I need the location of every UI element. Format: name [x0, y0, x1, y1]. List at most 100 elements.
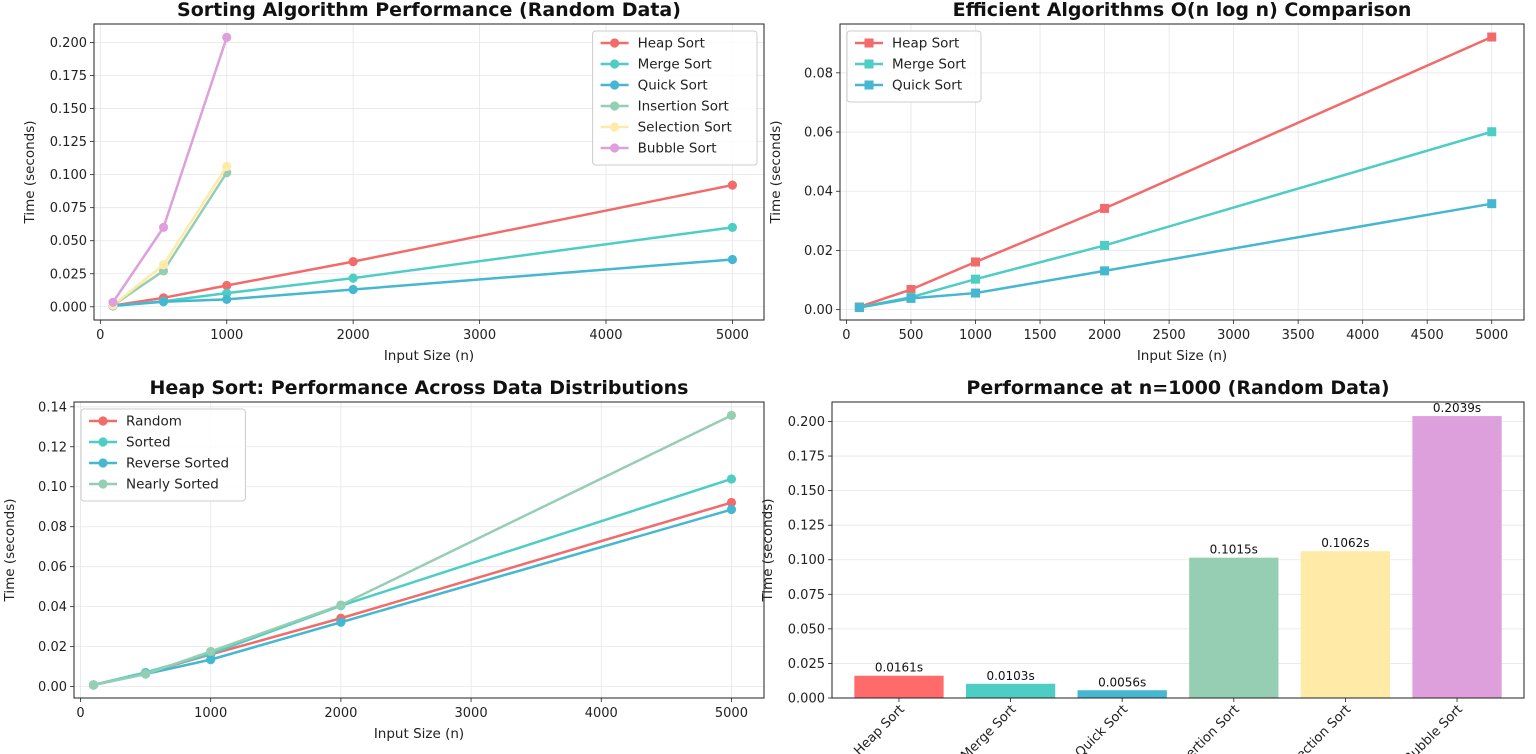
y-tick-label: 0.00 [38, 680, 67, 695]
series-group [854, 32, 1497, 313]
legend-marker [864, 59, 874, 69]
legend-marker [610, 122, 620, 132]
x-tick-label: 1000 [959, 328, 992, 343]
data-point [727, 222, 737, 232]
x-tick-label: 3500 [1282, 328, 1315, 343]
legend-label: Bubble Sort [638, 141, 717, 157]
bars: 0.0161s Heap Sort 0.0103s Merge Sort 0.0056s… [851, 401, 1502, 754]
data-point [336, 600, 346, 610]
chart-title: Performance at n=1000 (Random Data) [966, 377, 1389, 399]
x-tick-label: 1000 [194, 706, 227, 721]
data-point [906, 293, 916, 303]
chart-title: Sorting Algorithm Performance (Random Da… [177, 0, 681, 21]
series-line [92, 501, 733, 687]
x-ticks: 0 500 1000 1500 2000 2500 3000 3500 4000 4500 5000 [842, 320, 1508, 343]
axes-frame [831, 401, 1525, 699]
series-group [108, 32, 737, 311]
chart-title: Heap Sort: Performance Across Data Distr… [150, 377, 689, 399]
y-tick-label: 0.02 [804, 244, 833, 259]
bar [1300, 551, 1391, 698]
data-point [854, 303, 864, 313]
legend-label: Merge Sort [638, 57, 712, 73]
y-tick-label: 0.175 [50, 69, 87, 84]
x-tick-label: 4000 [589, 328, 622, 343]
x-tick-label: 4000 [1346, 328, 1379, 343]
bar [1189, 557, 1279, 698]
chart-2: 0.00 0.02 0.04 0.06 0.08 0 500 1000 1500 2000 2500… [768, 0, 1525, 364]
data-point [222, 280, 232, 291]
x-ticks: 0 1000 2000 3000 4000 5000 [76, 698, 748, 721]
x-category-label: Selection Sort [1280, 702, 1355, 754]
data-point [727, 254, 737, 265]
y-tick-label: 0.10 [38, 480, 67, 495]
data-point [726, 504, 737, 515]
x-tick-label: 3000 [455, 706, 488, 721]
data-point [336, 617, 346, 627]
x-tick-label: 2000 [1088, 328, 1121, 343]
data-point [348, 256, 358, 267]
series-line [858, 202, 1493, 309]
data-point [206, 646, 216, 657]
x-tick-label: 4000 [585, 706, 618, 721]
y-tick-label: 0.025 [788, 657, 825, 672]
y-tick-label: 0.08 [804, 66, 833, 81]
y-axis-label: Time (seconds) [22, 120, 38, 224]
legend-marker [98, 416, 108, 426]
data-point [726, 474, 737, 484]
y-tick-label: 0.000 [788, 692, 825, 707]
data-point [1487, 32, 1497, 42]
y-tick-label: 0.150 [50, 102, 87, 117]
bar-value-label: 0.2039s [1433, 401, 1481, 415]
data-point [726, 497, 737, 508]
legend-marker [98, 437, 108, 447]
bar-value-label: 0.0161s [875, 661, 923, 675]
y-tick-label: 0.150 [788, 484, 825, 499]
y-tick-label: 0.175 [788, 450, 825, 465]
bar-value-label: 0.0103s [986, 669, 1034, 683]
x-tick-label: 2000 [337, 328, 370, 343]
y-tick-label: 0.08 [38, 520, 67, 535]
x-axis-label: Input Size (n) [374, 726, 464, 742]
y-tick-label: 0.075 [788, 588, 825, 603]
series-line [92, 477, 733, 687]
y-ticks: 0.00 0.02 0.04 0.06 0.08 [804, 66, 840, 318]
legend-marker [98, 479, 108, 489]
data-point [1487, 199, 1497, 209]
data-point [158, 260, 169, 270]
bar [965, 683, 1056, 698]
x-tick-label: 5000 [715, 706, 748, 721]
legend-label: Quick Sort [892, 78, 962, 94]
data-point [1100, 240, 1110, 250]
axes-frame [839, 23, 1525, 321]
data-point [222, 32, 232, 42]
x-tick-label: 0 [76, 706, 84, 721]
x-axis-label: Input Size (n) [384, 348, 474, 364]
chart-1: 0.000 0.025 0.050 0.075 0.100 0.125 0.150 0.175… [22, 0, 765, 364]
y-tick-label: 0.025 [50, 267, 87, 282]
y-axis-label: Time (seconds) [768, 120, 784, 224]
x-category-label: Merge Sort [958, 702, 1019, 754]
bar-value-label: 0.1015s [1210, 543, 1258, 557]
x-tick-label: 2000 [324, 706, 357, 721]
grid [832, 421, 1524, 699]
legend-marker [864, 38, 874, 48]
legend-label: Random [126, 414, 182, 430]
y-ticks: 0.000 0.025 0.050 0.075 0.100 0.125 0.150 0.175… [50, 36, 94, 315]
legend: Heap Sort Merge Sort Quick Sort Insertion S… [592, 30, 758, 166]
y-tick-label: 0.075 [50, 201, 87, 216]
x-axis-label: Input Size (n) [1137, 348, 1227, 364]
y-tick-label: 0.04 [804, 185, 833, 200]
data-point [141, 669, 151, 679]
data-point [971, 274, 981, 284]
legend-label: Nearly Sorted [126, 477, 219, 493]
y-tick-label: 0.06 [804, 126, 833, 141]
legend-label: Reverse Sorted [126, 456, 229, 472]
legend-box [592, 30, 758, 166]
y-tick-label: 0.125 [788, 519, 825, 534]
x-tick-label: 2500 [1153, 328, 1186, 343]
series-line [111, 165, 228, 307]
y-tick-label: 0.100 [50, 168, 87, 183]
legend-label: Quick Sort [638, 78, 708, 94]
y-tick-label: 0.12 [38, 440, 67, 455]
